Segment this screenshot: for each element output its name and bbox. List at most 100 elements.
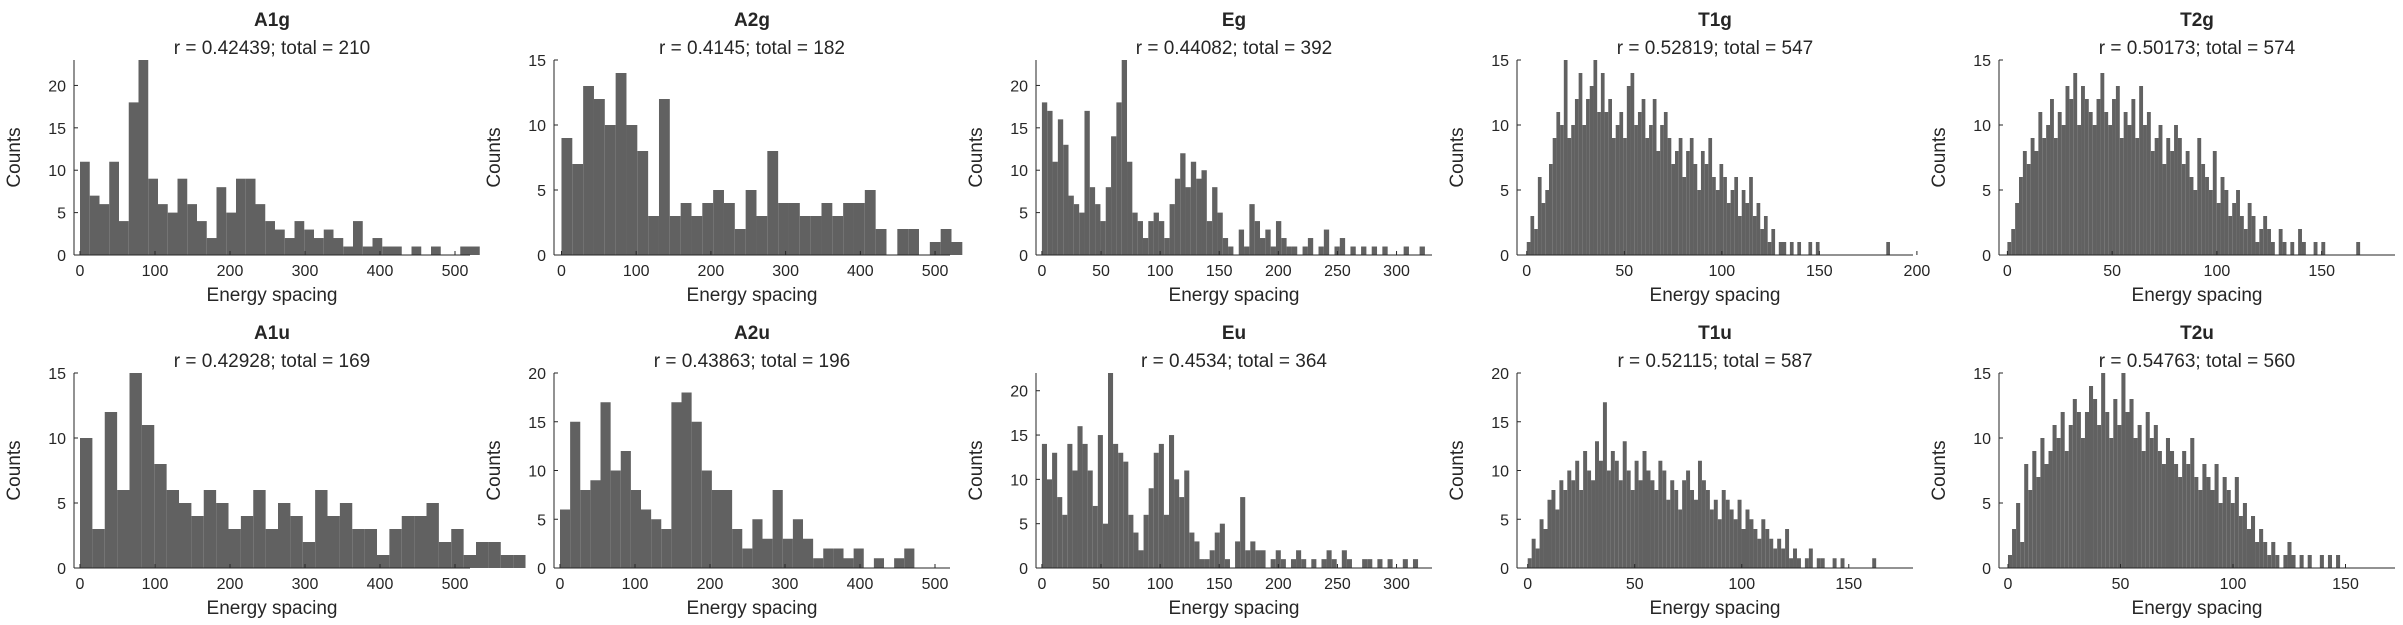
histogram-bar [2015, 203, 2020, 255]
histogram-bar [2307, 555, 2312, 568]
y-tick-label: 10 [1973, 431, 1991, 448]
histogram-bar [1142, 238, 1149, 255]
histogram-bar [203, 490, 217, 568]
histogram-panel-a2u: A2u r = 0.43863; total = 196 0 100 200 300 400… [480, 313, 950, 625]
histogram-bar [1667, 138, 1672, 255]
histogram-bar [2239, 216, 2244, 255]
histogram-bar [2056, 438, 2061, 568]
histogram-bar [2053, 138, 2058, 255]
histogram-bar [1254, 221, 1261, 255]
x-tick-label: 250 [1324, 263, 1351, 280]
histogram-bar [1649, 125, 1653, 255]
histogram-bar [1148, 488, 1154, 568]
x-axis-label: Energy spacing [1169, 285, 1300, 306]
histogram-bar [1551, 490, 1556, 568]
histogram-bar [671, 402, 682, 568]
histogram-bar [2026, 164, 2031, 255]
histogram-bar [1087, 470, 1093, 568]
histogram-bar [2100, 73, 2105, 255]
histogram-bar [2131, 99, 2136, 255]
histogram-bar [1095, 204, 1101, 255]
histogram-bar [2108, 125, 2113, 255]
histogram-bar [1301, 559, 1307, 568]
histogram-bar [701, 470, 712, 568]
histogram-bar [1362, 559, 1368, 568]
histogram-bar [1116, 102, 1122, 255]
histogram-bar [2101, 373, 2106, 568]
chart-title: T2u [2180, 323, 2214, 344]
histogram-bar [1656, 151, 1661, 255]
histogram-bar [1671, 164, 1676, 255]
histogram-bar [80, 161, 90, 255]
histogram-bar [1127, 161, 1133, 255]
x-tick-label: 400 [847, 576, 874, 593]
histogram-bar [661, 529, 672, 568]
histogram-bar [1047, 110, 1053, 256]
histogram-bar [2040, 438, 2045, 568]
histogram-bar [411, 246, 422, 255]
x-tick-label: 100 [2204, 263, 2231, 280]
histogram-bar [1190, 161, 1197, 255]
histogram-bar [2238, 516, 2243, 568]
histogram-bar [2024, 464, 2029, 568]
histogram-bar [2135, 138, 2140, 255]
histogram-bar [1341, 550, 1347, 568]
histogram-bar [1138, 550, 1144, 568]
histogram-bar [1132, 212, 1138, 255]
histogram-bar [1158, 443, 1164, 568]
histogram-bar [1321, 559, 1327, 568]
histogram-bar [275, 229, 285, 255]
y-axis-label: Counts [966, 127, 987, 187]
x-tick-label: 50 [2112, 576, 2130, 593]
histogram-bar [1377, 559, 1383, 568]
histogram-bar [873, 558, 885, 568]
histogram-bar [1749, 519, 1754, 568]
histogram-bar [2319, 555, 2324, 568]
bars-group [1527, 402, 1877, 568]
histogram-bar [908, 229, 919, 255]
histogram-bar [1694, 499, 1698, 568]
histogram-bar [1666, 499, 1671, 568]
y-tick-label: 0 [57, 248, 66, 265]
histogram-bar [1204, 559, 1210, 568]
histogram-bar [1725, 499, 1730, 568]
histogram-bar [864, 190, 876, 255]
histogram-bar [2096, 99, 2101, 255]
histogram-bar [2222, 477, 2227, 568]
histogram-bar [788, 203, 800, 255]
histogram-bar [732, 529, 743, 568]
x-tick-label: 500 [922, 576, 949, 593]
histogram-bar [382, 246, 392, 255]
histogram-bar [2298, 229, 2302, 255]
histogram-bar [226, 212, 236, 255]
histogram-bar [1556, 112, 1561, 255]
histogram-bar [2032, 451, 2037, 568]
histogram-bar [1046, 479, 1053, 568]
histogram-bar [2214, 464, 2219, 568]
histogram-bar [1715, 190, 1720, 255]
histogram-bar [2028, 490, 2033, 568]
histogram-bar [265, 529, 279, 568]
y-tick-label: 20 [1491, 366, 1509, 383]
histogram-bar [691, 216, 703, 255]
histogram-bar [778, 203, 789, 255]
histogram-bar [119, 221, 129, 255]
y-axis-label: Counts [484, 440, 505, 500]
histogram-bar [323, 229, 334, 255]
histogram-bar [2275, 555, 2280, 568]
histogram-bar [1077, 426, 1083, 568]
histogram-bar [821, 203, 833, 255]
histogram-bar [1102, 523, 1108, 568]
histogram-bar [89, 195, 100, 255]
histogram-bar [1717, 519, 1722, 568]
histogram-bar [767, 151, 779, 255]
x-tick-label: 50 [2103, 263, 2121, 280]
histogram-bar [1789, 558, 1794, 568]
histogram-bar [1690, 490, 1695, 568]
y-tick-label: 5 [1019, 206, 1028, 223]
histogram-bar [1084, 110, 1090, 256]
histogram-bar [1608, 99, 1612, 255]
histogram-bar [1133, 532, 1139, 568]
histogram-bar [476, 542, 489, 568]
histogram-bar [1773, 548, 1778, 568]
